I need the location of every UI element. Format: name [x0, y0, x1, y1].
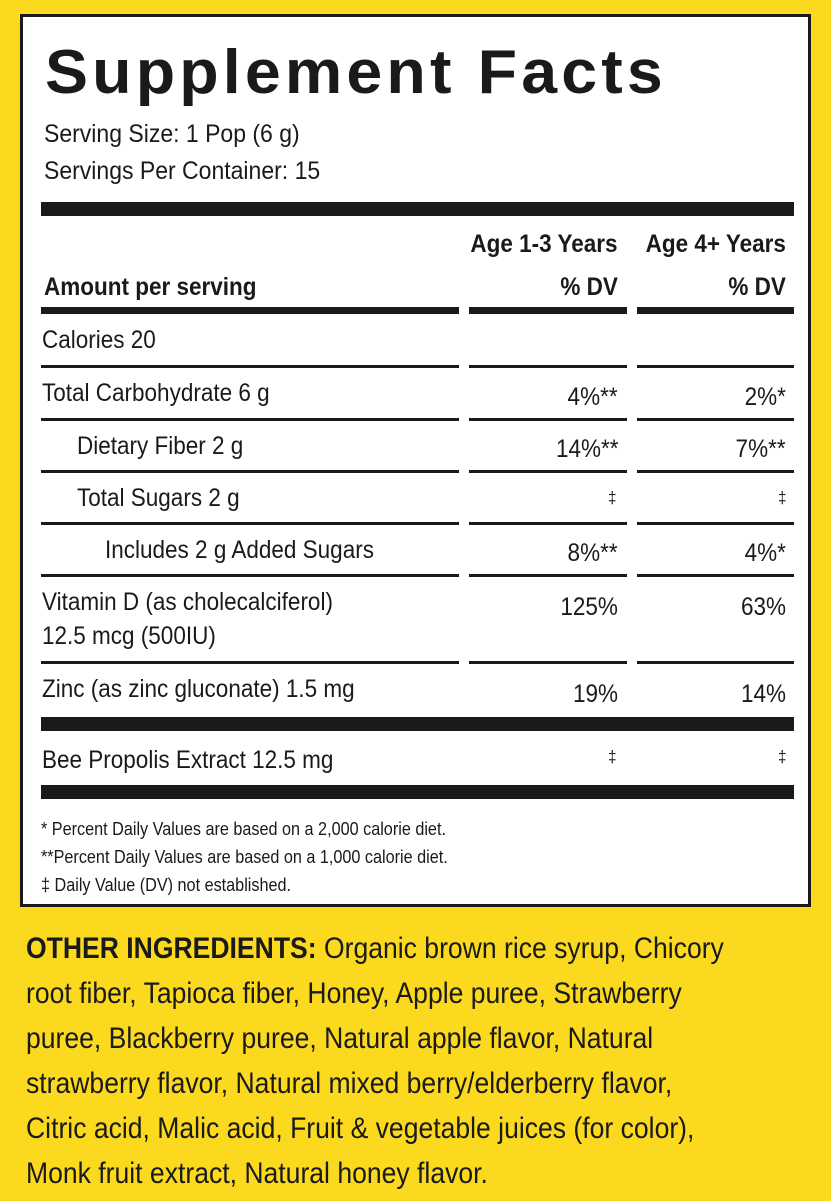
row-total-carbohydrate: Total Carbohydrate 6 g — [42, 379, 270, 407]
ingredients-line: Citric acid, Malic acid, Fruit & vegetab… — [26, 1112, 695, 1145]
row-divider — [469, 418, 627, 421]
row-divider — [469, 661, 627, 664]
row-divider — [41, 661, 459, 664]
row-divider — [41, 470, 459, 473]
col1-header: Age 1-3 Years — [470, 230, 618, 258]
row-total-sugars-dv2: ‡ — [777, 488, 786, 507]
panel-title: Supplement Facts — [45, 38, 667, 107]
footnote-dagger: ‡ Daily Value (DV) not established. — [41, 875, 292, 895]
row-divider — [41, 574, 459, 577]
row-added-sugars-dv2: 4%* — [744, 539, 786, 567]
row-divider — [637, 365, 794, 368]
servings-per-container: Servings Per Container: 15 — [44, 157, 321, 185]
row-divider — [637, 418, 794, 421]
footnote-single-asterisk: * Percent Daily Values are based on a 2,… — [41, 819, 446, 839]
thick-divider-middle — [41, 717, 794, 731]
header-divider-b — [469, 307, 627, 314]
row-zinc-dv1: 19% — [572, 680, 618, 708]
row-vitamin-d-dv1: 125% — [560, 593, 618, 621]
row-bee-propolis: Bee Propolis Extract 12.5 mg — [42, 746, 334, 774]
row-zinc-dv2: 14% — [740, 680, 786, 708]
row-divider — [469, 574, 627, 577]
row-added-sugars: Includes 2 g Added Sugars — [105, 536, 374, 564]
supplement-facts-panel: Supplement Facts Serving Size: 1 Pop (6 … — [20, 14, 811, 907]
amount-per-serving-label: Amount per serving — [44, 273, 257, 301]
row-total-sugars: Total Sugars 2 g — [77, 484, 240, 512]
row-divider — [637, 470, 794, 473]
ingredients-line: strawberry flavor, Natural mixed berry/e… — [26, 1067, 673, 1100]
row-vitamin-d-dv2: 63% — [740, 593, 786, 621]
thick-divider-bottom — [41, 785, 794, 799]
row-total-carbohydrate-dv1: 4%** — [567, 383, 618, 411]
footnote-double-asterisk: **Percent Daily Values are based on a 1,… — [41, 847, 448, 867]
row-bee-propolis-dv2: ‡ — [777, 747, 786, 766]
ingredients-line: OTHER INGREDIENTS: Organic brown rice sy… — [26, 926, 737, 971]
ingredients-line: root fiber, Tapioca fiber, Honey, Apple … — [26, 977, 682, 1010]
row-total-sugars-dv1: ‡ — [607, 488, 616, 507]
other-ingredients: OTHER INGREDIENTS: Organic brown rice sy… — [26, 926, 737, 1196]
row-divider — [469, 365, 627, 368]
row-divider — [637, 661, 794, 664]
row-divider — [469, 522, 627, 525]
ingredients-line: Monk fruit extract, Natural honey flavor… — [26, 1157, 488, 1190]
serving-size: Serving Size: 1 Pop (6 g) — [44, 120, 300, 148]
row-zinc: Zinc (as zinc gluconate) 1.5 mg — [42, 675, 355, 703]
row-divider — [41, 365, 459, 368]
col2-dv-label: % DV — [728, 273, 786, 301]
row-divider — [637, 522, 794, 525]
row-vitamin-d-amount: 12.5 mcg (500IU) — [42, 622, 216, 650]
row-bee-propolis-dv1: ‡ — [607, 747, 616, 766]
row-divider — [469, 470, 627, 473]
header-divider-c — [637, 307, 794, 314]
ingredients-line: puree, Blackberry puree, Natural apple f… — [26, 1022, 654, 1055]
ingredients-label: OTHER INGREDIENTS: — [26, 932, 317, 965]
col2-header: Age 4+ Years — [645, 230, 786, 258]
row-dietary-fiber-dv2: 7%** — [735, 435, 786, 463]
col1-dv-label: % DV — [560, 273, 618, 301]
row-dietary-fiber: Dietary Fiber 2 g — [77, 432, 244, 460]
row-divider — [41, 418, 459, 421]
row-added-sugars-dv1: 8%** — [567, 539, 618, 567]
row-dietary-fiber-dv1: 14%** — [555, 435, 618, 463]
ingredients-text: Organic brown rice syrup, Chicory — [316, 932, 724, 965]
row-calories: Calories 20 — [42, 326, 156, 354]
row-divider — [41, 522, 459, 525]
row-divider — [637, 574, 794, 577]
row-vitamin-d: Vitamin D (as cholecalciferol) — [42, 588, 333, 616]
thick-divider-top — [41, 202, 794, 216]
header-divider-a — [41, 307, 459, 314]
row-total-carbohydrate-dv2: 2%* — [744, 383, 786, 411]
